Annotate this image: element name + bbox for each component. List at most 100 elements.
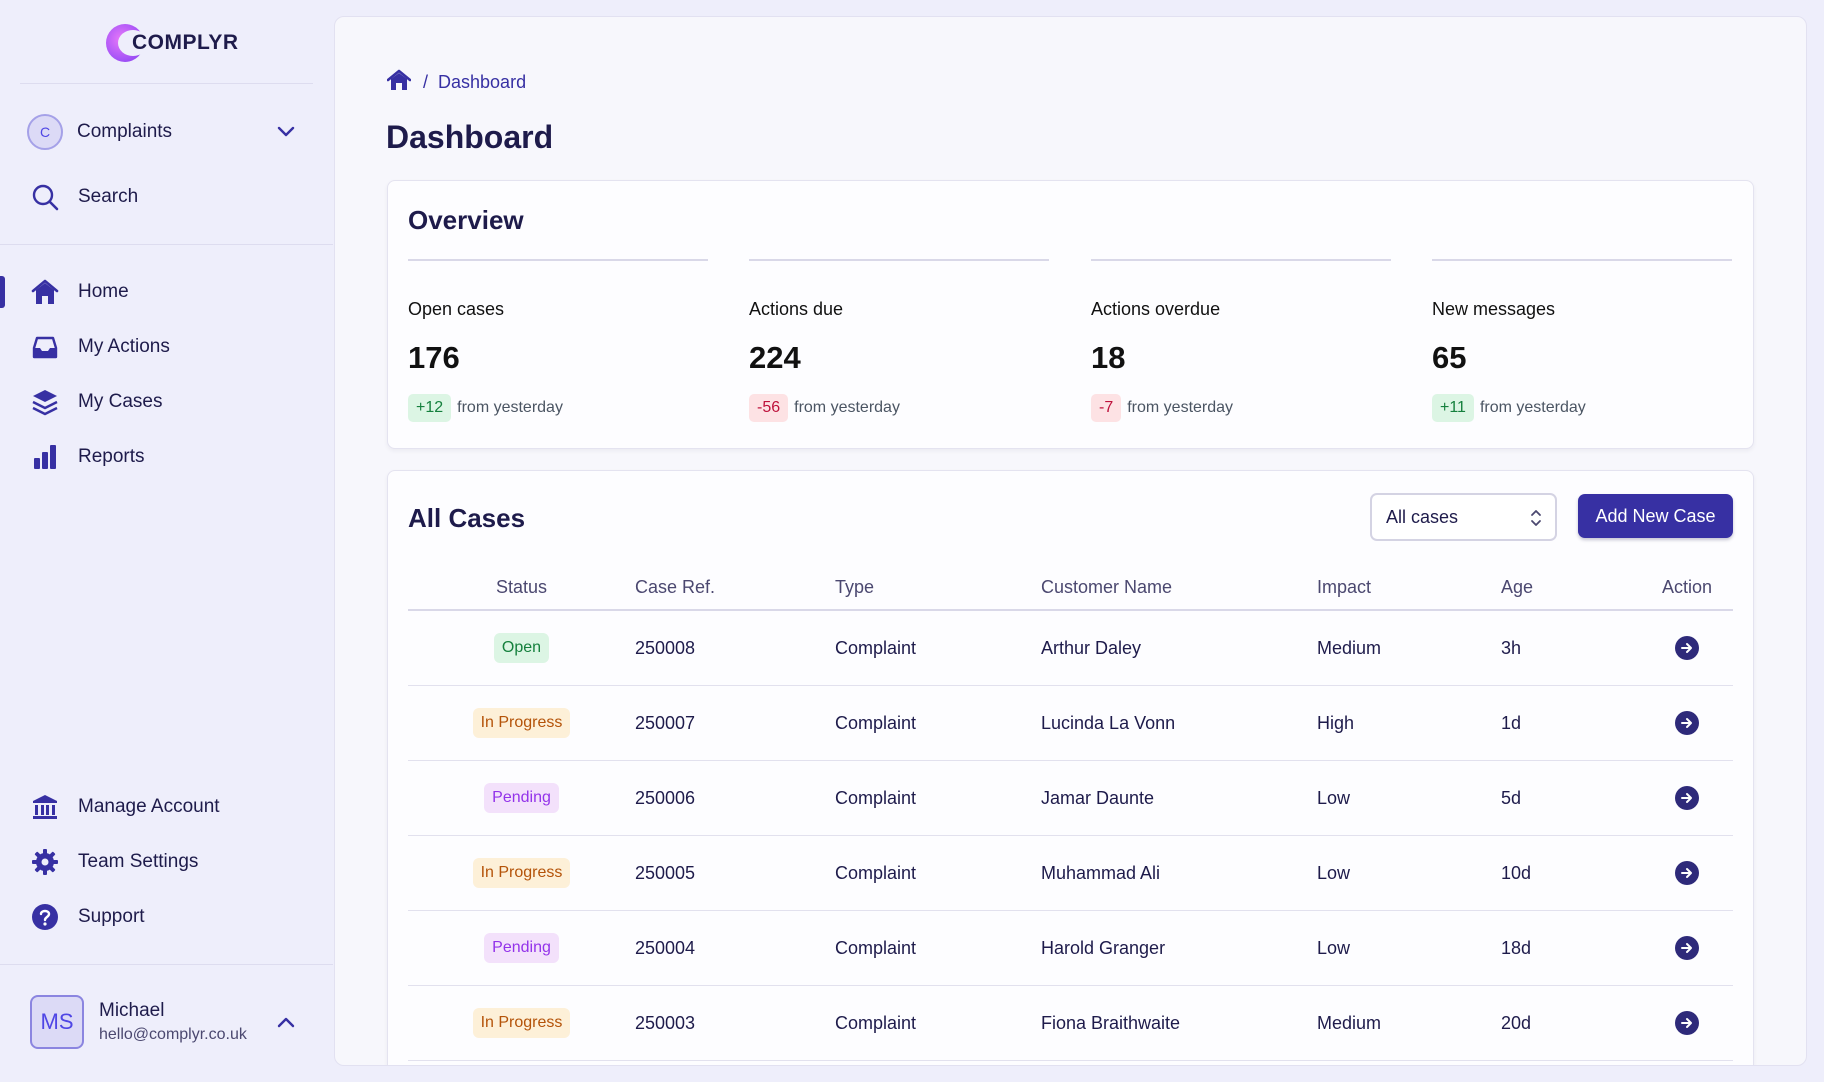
workspace-avatar: C [27, 114, 63, 150]
impact-cell: Medium [1317, 637, 1382, 658]
user-name: Michael [99, 1000, 165, 1021]
user-menu[interactable]: MS Michael hello@complyr.co.uk [30, 995, 247, 1049]
sidebar-item-reports[interactable]: Reports [30, 441, 145, 473]
stat-label: Actions due [749, 299, 844, 319]
cases-title: All Cases [408, 503, 526, 533]
bank-icon [30, 792, 60, 822]
stat-divider [408, 259, 708, 261]
case-ref-cell: 250005 [635, 862, 696, 883]
cases-table: Status Case Ref. Type Customer Name Impa… [408, 565, 1733, 1061]
status-badge: Pending [484, 783, 559, 813]
stat-label: Actions overdue [1091, 299, 1221, 319]
overview-title: Overview [408, 205, 524, 235]
status-badge: Pending [484, 933, 559, 963]
arrow-right-circle-icon[interactable] [1675, 1011, 1699, 1035]
type-cell: Complaint [835, 637, 917, 658]
action-cell [1641, 1011, 1733, 1035]
status-badge: In Progress [472, 708, 571, 738]
sidebar-item-label: Team Settings [78, 851, 199, 872]
workspace-switcher[interactable]: C Complaints [27, 114, 173, 150]
divider [0, 244, 333, 245]
chevron-down-icon[interactable] [276, 124, 296, 145]
brand-logo[interactable]: COMPLYR [106, 22, 239, 64]
column-header-customer-name[interactable]: Customer Name [1041, 576, 1173, 597]
overview-card: Overview Open cases 176 +12 from yesterd… [387, 180, 1754, 449]
arrow-right-circle-icon[interactable] [1675, 711, 1699, 735]
arrow-right-circle-icon[interactable] [1675, 861, 1699, 885]
table-row[interactable]: Open 250008 Complaint Arthur Daley Mediu… [408, 611, 1733, 686]
sidebar-item-label: Reports [78, 446, 145, 467]
customer-name-cell: Lucinda La Vonn [1041, 712, 1176, 733]
column-header-age[interactable]: Age [1501, 576, 1534, 597]
case-filter-select[interactable]: All cases [1370, 493, 1557, 541]
change-suffix: from yesterday [1127, 399, 1234, 416]
change-badge: +12 [408, 394, 452, 422]
customer-name-cell: Arthur Daley [1041, 637, 1142, 658]
change-badge: -7 [1091, 394, 1122, 422]
sidebar: COMPLYR C Complaints Search Home My Acti… [0, 0, 333, 1082]
add-new-case-button[interactable]: Add New Case [1578, 494, 1733, 538]
workspace-name: Complaints [77, 121, 173, 142]
sidebar-item-my-cases[interactable]: My Cases [30, 386, 162, 418]
all-cases-card: All Cases All cases Add New Case Status … [387, 470, 1754, 1065]
divider [0, 964, 333, 965]
column-header-type[interactable]: Type [835, 576, 875, 597]
change-badge: +11 [1432, 394, 1474, 422]
age-cell: 5d [1501, 787, 1522, 808]
column-header-case-ref[interactable]: Case Ref. [635, 576, 716, 597]
sidebar-item-support[interactable]: Support [30, 901, 145, 933]
arrow-right-circle-icon[interactable] [1675, 636, 1699, 660]
case-filter-value: All cases [1386, 506, 1459, 527]
age-cell: 3h [1501, 637, 1522, 658]
customer-name-cell: Muhammad Ali [1041, 862, 1161, 883]
sidebar-item-my-actions[interactable]: My Actions [30, 331, 170, 363]
impact-cell: Low [1317, 787, 1351, 808]
status-cell: In Progress [408, 858, 635, 888]
layers-icon [30, 387, 60, 417]
breadcrumb-current[interactable]: Dashboard [438, 72, 527, 92]
case-ref-cell: 250006 [635, 787, 696, 808]
stat-divider [1432, 259, 1732, 261]
table-row[interactable]: Pending 250004 Complaint Harold Granger … [408, 911, 1733, 986]
table-row[interactable]: In Progress 250007 Complaint Lucinda La … [408, 686, 1733, 761]
sidebar-item-manage-account[interactable]: Manage Account [30, 791, 220, 823]
stat-change: -56 from yesterday [749, 394, 1049, 422]
type-cell: Complaint [835, 937, 917, 958]
sidebar-item-label: Support [78, 906, 145, 927]
main-content: / Dashboard Dashboard Overview Open case… [334, 16, 1807, 1066]
column-header-impact[interactable]: Impact [1317, 576, 1372, 597]
status-cell: In Progress [408, 708, 635, 738]
customer-name-cell: Jamar Daunte [1041, 787, 1155, 808]
sidebar-item-home[interactable]: Home [30, 276, 129, 308]
sidebar-item-label: My Actions [78, 336, 170, 357]
arrow-right-circle-icon[interactable] [1675, 786, 1699, 810]
gear-icon [30, 847, 60, 877]
sidebar-search[interactable]: Search [30, 181, 138, 213]
column-header-status[interactable]: Status [495, 576, 548, 597]
change-suffix: from yesterday [457, 399, 563, 416]
stat-change: -7 from yesterday [1091, 394, 1391, 422]
table-row[interactable]: In Progress 250005 Complaint Muhammad Al… [408, 836, 1733, 911]
stat-divider [1091, 259, 1391, 261]
type-cell: Complaint [835, 787, 917, 808]
impact-cell: Low [1317, 937, 1351, 958]
sidebar-item-team-settings[interactable]: Team Settings [30, 846, 198, 878]
stat-value: 224 [749, 340, 801, 375]
stat-value: 18 [1091, 340, 1126, 375]
customer-name-cell: Fiona Braithwaite [1041, 1012, 1181, 1033]
impact-cell: Low [1317, 862, 1351, 883]
status-badge: In Progress [472, 858, 571, 888]
case-ref-cell: 250007 [635, 712, 696, 733]
customer-name-cell: Harold Granger [1041, 937, 1166, 958]
arrow-right-circle-icon[interactable] [1675, 936, 1699, 960]
table-header: Status Case Ref. Type Customer Name Impa… [408, 565, 1733, 611]
chevron-up-icon[interactable] [276, 1014, 296, 1035]
table-row[interactable]: In Progress 250003 Complaint Fiona Brait… [408, 986, 1733, 1061]
stat-label: Open cases [408, 299, 505, 319]
home-icon[interactable] [386, 69, 412, 96]
search-icon [30, 182, 60, 212]
stat-change: +11 from yesterday [1432, 394, 1732, 422]
column-header-action: Action [1661, 576, 1713, 597]
table-row[interactable]: Pending 250006 Complaint Jamar Daunte Lo… [408, 761, 1733, 836]
stat-value: 176 [408, 340, 460, 375]
